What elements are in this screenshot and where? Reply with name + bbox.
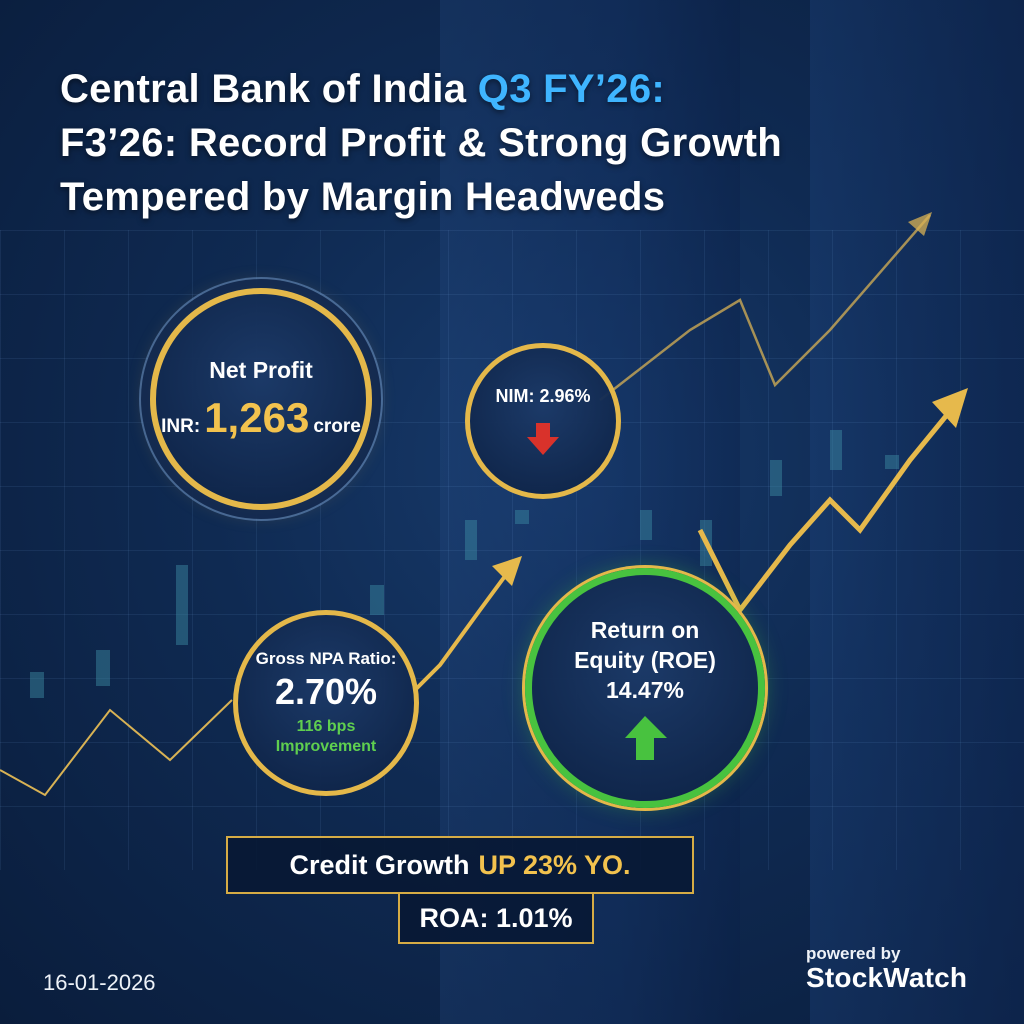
up-arrow-icon	[625, 715, 667, 760]
roe-card: Return on Equity (ROE) 14.47%	[525, 568, 765, 808]
trend-arrowhead-main	[932, 388, 968, 428]
roe-value: 14.47%	[605, 676, 684, 703]
gross-npa-change-note: Improvement	[275, 738, 377, 755]
nim-label: NIM: 2.96%	[495, 385, 591, 406]
net-profit-value-line: INR: 1,263 crore	[161, 394, 361, 442]
brand-name: StockWatch	[806, 962, 968, 993]
gross-npa-value: 2.70%	[274, 671, 378, 712]
trend-line-main	[697, 403, 957, 615]
faint-trend-arrowhead	[908, 212, 932, 236]
gross-npa-change: 116 bps	[296, 718, 356, 735]
gross-npa-card: Gross NPA Ratio: 2.70% 116 bps Improveme…	[233, 610, 419, 796]
publish-date: 16-01-2026	[43, 970, 156, 995]
background-candlesticks	[30, 430, 899, 698]
headline-line-1-main: Central Bank of India	[60, 67, 478, 111]
net-profit-prefix: INR:	[161, 415, 201, 437]
nim-card: NIM: 2.96%	[465, 343, 621, 499]
roa-banner: ROA: 1.01%	[398, 892, 594, 944]
headline: Central Bank of India Q3 FY’26: F3’26: R…	[60, 62, 960, 224]
gross-npa-label: Gross NPA Ratio:	[255, 649, 397, 668]
roe-label-line-1: Return on	[590, 616, 700, 643]
headline-line-1-accent: Q3 FY’26:	[477, 67, 665, 111]
headline-line-3: Tempered by Margin Headweds	[60, 175, 666, 219]
net-profit-label: Net Profit	[209, 356, 313, 383]
net-profit-card: Net Profit INR: 1,263 crore	[150, 288, 372, 510]
net-profit-value: 1,263	[204, 393, 310, 441]
background-building-right	[810, 0, 1024, 1024]
roe-label-line-2: Equity (ROE)	[574, 646, 716, 673]
trend-line-npa	[413, 570, 510, 692]
roa-label: ROA: 1.01%	[419, 902, 573, 933]
net-profit-suffix: crore	[313, 415, 361, 437]
credit-growth-value: UP 23% YO.	[478, 849, 631, 880]
brand-logo: powered by StockWatch	[806, 944, 967, 994]
trend-line-left	[0, 699, 233, 797]
credit-growth-label: Credit Growth	[289, 849, 470, 880]
headline-line-1: Central Bank of India Q3 FY’26:	[60, 62, 960, 116]
powered-by-label: powered by	[806, 944, 901, 963]
down-arrow-icon	[527, 422, 559, 455]
trend-arrowhead-npa	[492, 556, 522, 586]
faint-trend-line	[599, 214, 931, 401]
credit-growth-banner: Credit Growth UP 23% YO.	[226, 836, 694, 894]
headline-line-2: F3’26: Record Profit & Strong Growth	[60, 121, 782, 165]
